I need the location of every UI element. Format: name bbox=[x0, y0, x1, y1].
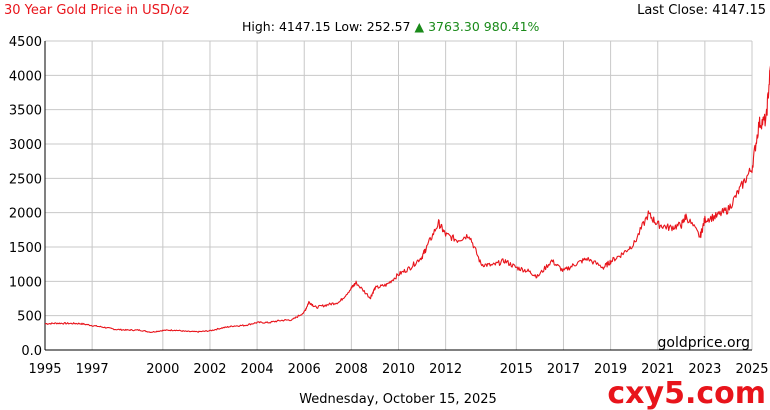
x-tick-label: 2021 bbox=[641, 362, 674, 377]
last-close: Last Close: 4147.15 bbox=[637, 3, 766, 18]
x-axis-ticks: 1995 1997 2000 2002 2004 2006 2008 2010 2012 2015… bbox=[28, 362, 768, 377]
y-tick-label: 1500 bbox=[9, 241, 42, 256]
high-value: 4147.15 bbox=[279, 19, 331, 34]
x-tick-label: 2023 bbox=[688, 362, 721, 377]
chart-title: 30 Year Gold Price in USD/oz bbox=[4, 3, 189, 18]
site-watermark: cxy5.com bbox=[607, 376, 766, 410]
x-tick-label: 2012 bbox=[429, 362, 462, 377]
grid-lines bbox=[44, 40, 753, 351]
low-value: 252.57 bbox=[367, 19, 411, 34]
low-label: Low: bbox=[335, 19, 363, 34]
x-tick-label: 2015 bbox=[500, 362, 533, 377]
y-tick-label: 4000 bbox=[9, 69, 42, 84]
y-tick-label: 0.0 bbox=[21, 344, 42, 359]
last-close-label: Last Close: bbox=[637, 3, 708, 18]
y-tick-label: 500 bbox=[17, 310, 42, 325]
last-close-value: 4147.15 bbox=[712, 3, 766, 18]
y-tick-label: 4500 bbox=[9, 35, 42, 50]
x-tick-label: 2000 bbox=[146, 362, 179, 377]
x-tick-label: 1997 bbox=[76, 362, 109, 377]
y-tick-label: 2500 bbox=[9, 172, 42, 187]
x-tick-label: 2010 bbox=[382, 362, 415, 377]
chart-date: Wednesday, October 15, 2025 bbox=[299, 392, 497, 407]
change-percent: 980.41% bbox=[484, 19, 540, 34]
x-tick-label: 2008 bbox=[335, 362, 368, 377]
price-series bbox=[44, 65, 770, 334]
x-tick-label: 1995 bbox=[28, 362, 61, 377]
x-tick-label: 2002 bbox=[193, 362, 226, 377]
x-tick-label: 2019 bbox=[594, 362, 627, 377]
y-tick-label: 1000 bbox=[9, 275, 42, 290]
y-tick-label: 3000 bbox=[9, 138, 42, 153]
stats-line: High: 4147.15 Low: 252.57 ▲ 3763.30 980.… bbox=[242, 19, 540, 34]
y-tick-label: 2000 bbox=[9, 207, 42, 222]
x-tick-label: 2004 bbox=[241, 362, 274, 377]
x-tick-label: 2025 bbox=[735, 362, 768, 377]
y-tick-label: 3500 bbox=[9, 104, 42, 119]
x-tick-label: 2017 bbox=[547, 362, 580, 377]
high-label: High: bbox=[242, 19, 275, 34]
change-value: 3763.30 bbox=[428, 19, 480, 34]
source-watermark: goldprice.org bbox=[658, 335, 750, 351]
gold-price-line bbox=[44, 65, 770, 334]
y-axis-ticks: 0.0 500 1000 1500 2000 2500 3000 3500 4000 4500 bbox=[9, 35, 42, 359]
change-up-icon: ▲ bbox=[415, 19, 425, 34]
x-tick-label: 2006 bbox=[288, 362, 321, 377]
